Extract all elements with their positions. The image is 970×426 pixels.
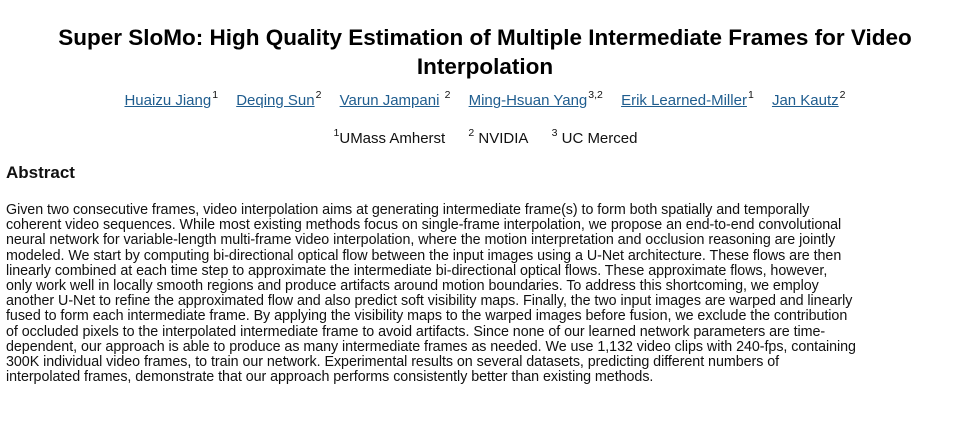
affiliation-marker: 1: [333, 127, 340, 139]
paper-title-line-1: Super SloMo: High Quality Estimation of …: [58, 25, 912, 51]
affiliation-name: UC Merced: [561, 130, 638, 147]
abstract-line: fused to form each intermediate frame. B…: [6, 308, 848, 325]
abstract-line: another U-Net to refine the approximated…: [6, 293, 853, 310]
affiliation-umass: 1UMass Amherst: [333, 124, 446, 149]
abstract-line: Given two consecutive frames, video inte…: [6, 202, 810, 218]
abstract-line: of occluded pixels to the interpolated i…: [6, 323, 826, 340]
author-jan-kautz: Jan Kautz2: [772, 86, 846, 111]
affiliation-list: 1UMass Amherst 2 NVIDIA 3 UC Merced: [0, 124, 970, 149]
author-affiliation-marker: 1: [212, 89, 219, 101]
author-deqing-sun: Deqing Sun2: [236, 86, 321, 111]
abstract-line: coherent video sequences. While most exi…: [6, 217, 842, 234]
author-affiliation-marker: 1: [747, 89, 754, 101]
abstract-line: interpolated frames, demonstrate that ou…: [6, 369, 654, 386]
affiliation-marker: 2: [468, 127, 475, 139]
author-huaizu-jiang: Huaizu Jiang1: [124, 86, 218, 111]
abstract-heading: Abstract: [6, 163, 75, 182]
author-link-huaizu-jiang[interactable]: Huaizu Jiang: [124, 92, 212, 109]
author-link-erik-learned-miller[interactable]: Erik Learned-Miller: [621, 92, 747, 109]
affiliation-uc-merced: 3 UC Merced: [551, 124, 638, 149]
author-link-deqing-sun[interactable]: Deqing Sun: [236, 92, 315, 109]
abstract-line: linearly combined at each time step to a…: [6, 262, 828, 279]
author-list: Huaizu Jiang1 Deqing Sun2 Varun Jampani …: [0, 86, 970, 111]
author-affiliation-marker: 2: [315, 89, 322, 101]
author-link-jan-kautz[interactable]: Jan Kautz: [771, 92, 839, 109]
author-link-ming-hsuan-yang[interactable]: Ming-Hsuan Yang: [468, 92, 588, 109]
paper-title-line-2: Interpolation: [416, 54, 554, 80]
author-erik-learned-miller: Erik Learned-Miller1: [621, 86, 754, 111]
paper-title: Super SloMo: High Quality Estimation of …: [0, 23, 970, 81]
author-ming-hsuan-yang: Ming-Hsuan Yang3,2: [469, 86, 603, 111]
author-affiliation-marker: 2: [839, 89, 846, 101]
affiliation-marker: 3: [551, 127, 558, 139]
author-link-varun-jampani[interactable]: Varun Jampani: [339, 92, 440, 109]
abstract-body: Given two consecutive frames, video inte…: [6, 202, 961, 386]
abstract-line: dependent, our approach is able to produ…: [6, 338, 856, 355]
abstract-line: neural network for variable-length multi…: [6, 232, 836, 249]
author-affiliation-marker: 3,2: [588, 89, 603, 101]
affiliation-name: UMass Amherst: [339, 130, 446, 147]
abstract-line: only work well in locally smooth regions…: [6, 278, 819, 295]
affiliation-name: NVIDIA: [478, 130, 529, 147]
abstract-line: modeled. We start by computing bi-direct…: [6, 247, 842, 264]
author-varun-jampani: Varun Jampani 2: [340, 86, 451, 111]
abstract-line: 300K individual video frames, to train o…: [6, 354, 780, 371]
affiliation-nvidia: 2 NVIDIA: [467, 124, 528, 149]
author-affiliation-marker: 2: [444, 89, 451, 101]
